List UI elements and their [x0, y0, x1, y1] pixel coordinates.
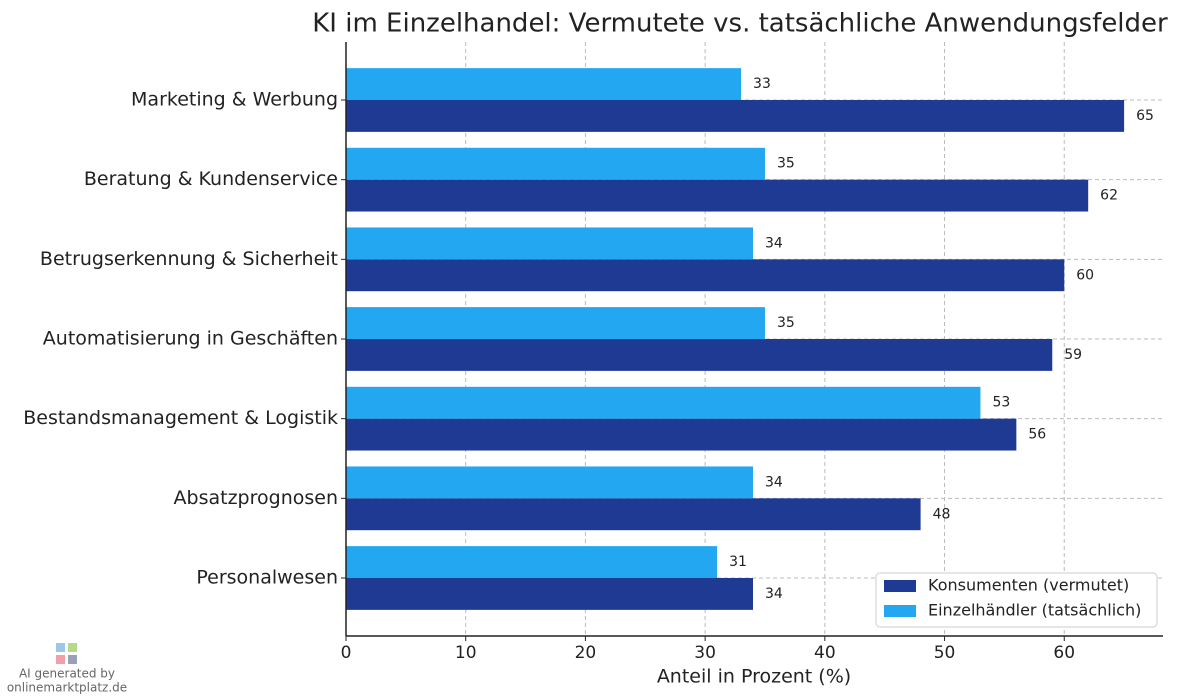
x-tick-label: 60	[1053, 643, 1075, 663]
chart-title: KI im Einzelhandel: Vermutete vs. tatsäc…	[312, 9, 1168, 39]
bar	[346, 546, 718, 579]
legend-label: Konsumenten (vermutet)	[928, 576, 1129, 595]
bar	[346, 386, 981, 419]
x-axis-label: Anteil in Prozent (%)	[657, 666, 851, 688]
x-tick-label: 50	[934, 643, 956, 663]
x-tick-label: 10	[455, 643, 477, 663]
value-label: 48	[933, 506, 951, 522]
watermark: onlinemarktplatz.de	[7, 681, 127, 695]
x-tick-label: 0	[341, 643, 352, 663]
x-tick-label: 30	[694, 643, 716, 663]
legend-label: Einzelhändler (tatsächlich)	[928, 601, 1141, 620]
y-tick-label: Automatisierung in Geschäften	[43, 328, 338, 350]
bar	[346, 339, 1053, 371]
value-label: 34	[765, 474, 783, 490]
value-label: 65	[1136, 108, 1154, 124]
value-label: 33	[753, 76, 771, 92]
x-tick-label: 40	[814, 643, 836, 663]
watermark: AI generated by	[19, 667, 115, 681]
bar	[346, 179, 1089, 212]
bar	[346, 259, 1065, 292]
bar	[346, 227, 754, 260]
bar	[346, 68, 742, 100]
y-tick-label: Bestandsmanagement & Logistik	[23, 407, 338, 429]
value-label: 31	[729, 554, 747, 570]
bar	[346, 498, 921, 531]
value-label: 35	[777, 315, 795, 331]
legend-swatch	[884, 580, 916, 592]
bar	[346, 466, 754, 499]
value-label: 34	[765, 586, 783, 602]
bar	[346, 307, 765, 339]
y-tick-label: Marketing & Werbung	[131, 88, 338, 110]
legend-box	[875, 572, 1158, 628]
bar	[346, 578, 754, 610]
value-label: 35	[777, 156, 795, 172]
bar	[346, 99, 1125, 132]
bar	[346, 147, 765, 180]
bar	[346, 418, 1017, 451]
y-tick-label: Personalwesen	[196, 567, 338, 589]
value-label: 34	[765, 235, 783, 251]
value-label: 62	[1100, 188, 1118, 204]
value-label: 59	[1064, 347, 1082, 363]
value-label: 56	[1028, 427, 1046, 443]
value-label: 53	[992, 395, 1010, 411]
value-label: 60	[1076, 267, 1094, 283]
y-tick-label: Beratung & Kundenservice	[84, 168, 338, 190]
watermark-icon	[56, 643, 77, 664]
y-tick-label: Betrugserkennung & Sicherheit	[40, 248, 338, 270]
x-tick-label: 20	[575, 643, 597, 663]
legend-swatch	[884, 605, 916, 617]
y-tick-label: Absatzprognosen	[174, 487, 338, 509]
